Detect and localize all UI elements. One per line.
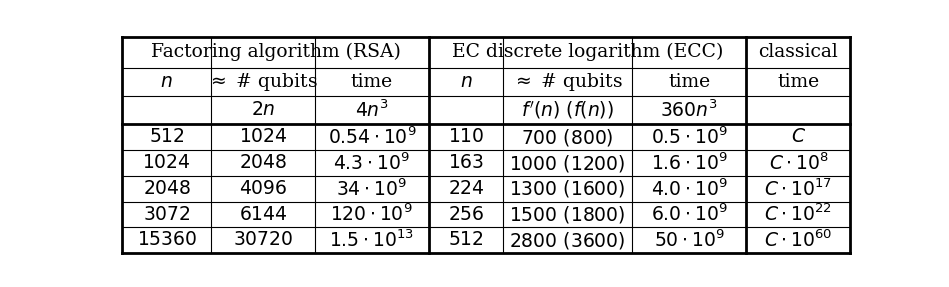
Text: $1000\ (1200)$: $1000\ (1200)$ (510, 152, 625, 174)
Text: $1024$: $1024$ (142, 154, 191, 172)
Text: $224$: $224$ (448, 180, 484, 198)
Text: $C\cdot 10^{17}$: $C\cdot 10^{17}$ (764, 178, 832, 199)
Text: $700\ (800)$: $700\ (800)$ (521, 127, 614, 148)
Text: $n$: $n$ (160, 73, 173, 91)
Text: $30720$: $30720$ (233, 231, 293, 249)
Text: $0.5\cdot 10^9$: $0.5\cdot 10^9$ (651, 127, 728, 148)
Text: $1.6\cdot 10^9$: $1.6\cdot 10^9$ (651, 152, 728, 174)
Text: $1.5\cdot 10^{13}$: $1.5\cdot 10^{13}$ (329, 230, 414, 251)
Text: $1300\ (1600)$: $1300\ (1600)$ (510, 178, 625, 199)
Text: $4.3\cdot 10^9$: $4.3\cdot 10^9$ (333, 152, 410, 174)
Text: $1024$: $1024$ (238, 128, 288, 146)
Text: $512$: $512$ (149, 128, 185, 146)
Text: $50\cdot 10^9$: $50\cdot 10^9$ (654, 230, 724, 251)
Text: Factoring algorithm (RSA): Factoring algorithm (RSA) (151, 43, 400, 61)
Text: time: time (351, 73, 393, 91)
Text: $n$: $n$ (459, 73, 473, 91)
Text: $163$: $163$ (448, 154, 484, 172)
Text: $6.0\cdot 10^9$: $6.0\cdot 10^9$ (651, 204, 728, 225)
Text: $C$: $C$ (791, 128, 806, 146)
Text: $4096$: $4096$ (238, 180, 288, 198)
Text: $6144$: $6144$ (238, 205, 288, 224)
Text: $1500\ (1800)$: $1500\ (1800)$ (510, 204, 625, 225)
Text: EC discrete logarithm (ECC): EC discrete logarithm (ECC) (452, 43, 723, 61)
Text: $2800\ (3600)$: $2800\ (3600)$ (510, 230, 625, 251)
Text: $\approx$ # qubits: $\approx$ # qubits (208, 71, 318, 93)
Text: $512$: $512$ (448, 231, 484, 249)
Text: $4n^3$: $4n^3$ (355, 100, 389, 121)
Text: $34\cdot 10^9$: $34\cdot 10^9$ (337, 178, 407, 199)
Text: $2048$: $2048$ (142, 180, 191, 198)
Text: $110$: $110$ (448, 128, 484, 146)
Text: $f'(n)\ (f(n))$: $f'(n)\ (f(n))$ (521, 99, 614, 121)
Text: $C\cdot 10^{60}$: $C\cdot 10^{60}$ (764, 230, 832, 251)
Text: time: time (668, 73, 710, 91)
Text: $120\cdot 10^9$: $120\cdot 10^9$ (330, 204, 413, 225)
Text: $15360$: $15360$ (137, 231, 197, 249)
Text: $360n^3$: $360n^3$ (661, 100, 718, 121)
Text: time: time (777, 73, 820, 91)
Text: $2n$: $2n$ (251, 101, 275, 119)
Text: $256$: $256$ (448, 205, 484, 224)
Text: $2048$: $2048$ (238, 154, 288, 172)
Text: $3072$: $3072$ (143, 205, 191, 224)
Text: $C\cdot 10^{22}$: $C\cdot 10^{22}$ (765, 204, 832, 225)
Text: $C\cdot 10^8$: $C\cdot 10^8$ (769, 152, 828, 174)
Text: $0.54\cdot 10^9$: $0.54\cdot 10^9$ (327, 127, 416, 148)
Text: $4.0\cdot 10^9$: $4.0\cdot 10^9$ (651, 178, 728, 199)
Text: classical: classical (758, 43, 838, 61)
Text: $\approx$ # qubits: $\approx$ # qubits (512, 71, 623, 93)
